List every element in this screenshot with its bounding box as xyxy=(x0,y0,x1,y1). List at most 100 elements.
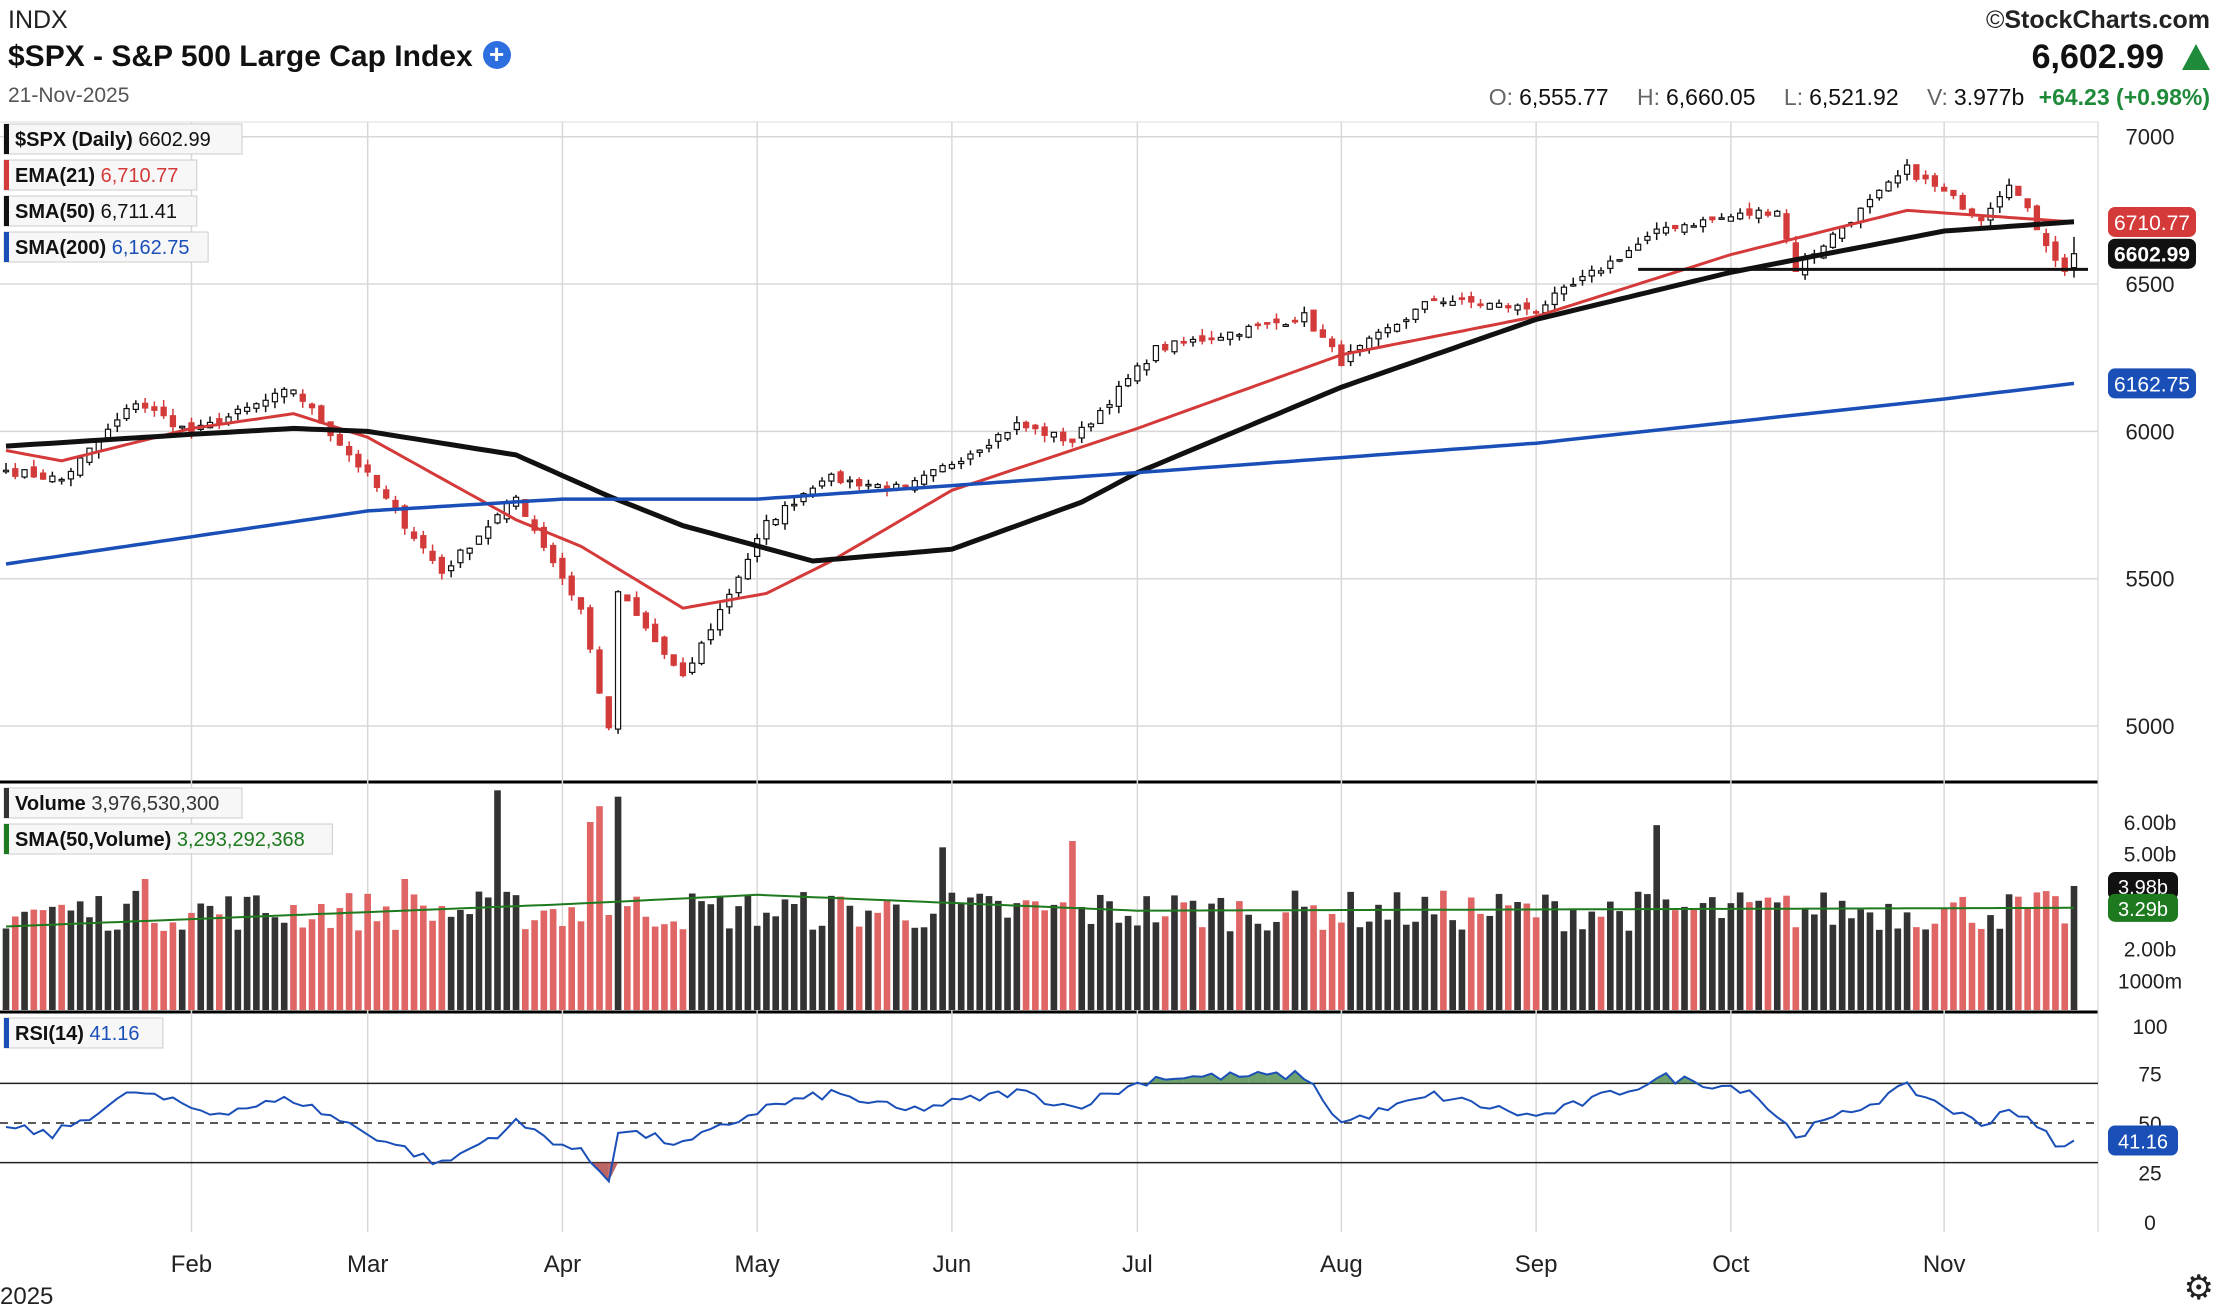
volume-bar[interactable] xyxy=(1022,900,1030,1010)
volume-bar[interactable] xyxy=(522,929,529,1010)
volume-bar[interactable] xyxy=(679,929,687,1010)
volume-bar[interactable] xyxy=(1569,909,1577,1010)
candle[interactable] xyxy=(243,406,251,412)
candle[interactable] xyxy=(1189,338,1197,343)
volume-bar[interactable] xyxy=(920,927,928,1010)
candle[interactable] xyxy=(911,479,918,491)
candle[interactable] xyxy=(1505,305,1512,309)
volume-bar[interactable] xyxy=(531,920,538,1010)
candle[interactable] xyxy=(1857,207,1864,223)
candle[interactable] xyxy=(494,514,501,524)
candle[interactable] xyxy=(1839,227,1846,239)
candle[interactable] xyxy=(2070,253,2078,269)
volume-bar[interactable] xyxy=(930,913,937,1010)
volume-bar[interactable] xyxy=(753,925,761,1010)
volume-bar[interactable] xyxy=(837,896,844,1010)
candle[interactable] xyxy=(457,549,464,564)
candle[interactable] xyxy=(169,415,177,428)
volume-bar[interactable] xyxy=(253,895,260,1010)
volume-bar[interactable] xyxy=(1625,930,1633,1010)
candle[interactable] xyxy=(160,406,167,417)
candle[interactable] xyxy=(818,480,826,487)
candle[interactable] xyxy=(930,469,937,477)
volume-bar[interactable] xyxy=(1263,930,1271,1010)
candle[interactable] xyxy=(1699,219,1707,228)
volume-bar[interactable] xyxy=(735,906,742,1010)
volume-bar[interactable] xyxy=(948,892,956,1010)
volume-bar[interactable] xyxy=(651,926,659,1010)
volume-bar[interactable] xyxy=(299,927,307,1010)
candle[interactable] xyxy=(651,623,659,643)
candle[interactable] xyxy=(1672,224,1679,230)
candle[interactable] xyxy=(689,662,696,674)
volume-bar[interactable] xyxy=(160,930,167,1010)
volume-bar[interactable] xyxy=(429,920,436,1010)
candle[interactable] xyxy=(383,489,390,499)
volume-bar[interactable] xyxy=(484,897,492,1010)
candle[interactable] xyxy=(1032,424,1039,430)
candle[interactable] xyxy=(1041,426,1048,436)
volume-bar[interactable] xyxy=(475,891,483,1010)
candle[interactable] xyxy=(1616,259,1623,262)
candle[interactable] xyxy=(1310,309,1317,332)
volume-bar[interactable] xyxy=(1226,931,1234,1010)
volume-bar[interactable] xyxy=(95,896,103,1010)
candle[interactable] xyxy=(1477,303,1484,307)
legend-item[interactable]: RSI(14) 41.16 xyxy=(3,1017,164,1049)
volume-bar[interactable] xyxy=(1987,915,1994,1010)
volume-bar[interactable] xyxy=(1551,901,1558,1010)
candle[interactable] xyxy=(902,484,909,488)
volume-bar[interactable] xyxy=(1393,892,1401,1010)
candle[interactable] xyxy=(735,576,742,594)
volume-bar[interactable] xyxy=(1875,929,1883,1010)
candle[interactable] xyxy=(2024,198,2031,209)
candle[interactable] xyxy=(114,419,121,427)
candle[interactable] xyxy=(2005,184,2013,199)
candle[interactable] xyxy=(271,392,279,403)
volume-bar[interactable] xyxy=(1319,929,1327,1010)
candle[interactable] xyxy=(948,463,956,469)
volume-bar[interactable] xyxy=(883,900,891,1010)
volume-bar[interactable] xyxy=(1004,917,1011,1010)
volume-bar[interactable] xyxy=(1421,896,1429,1010)
candle[interactable] xyxy=(1152,345,1160,362)
candle[interactable] xyxy=(1532,311,1540,314)
volume-bar[interactable] xyxy=(2005,894,2013,1010)
candle[interactable] xyxy=(410,531,418,539)
volume-bar[interactable] xyxy=(1801,909,1809,1010)
volume-bar[interactable] xyxy=(178,929,186,1010)
plus-circle-icon[interactable]: + xyxy=(482,41,511,69)
volume-bar[interactable] xyxy=(688,893,696,1010)
volume-bar[interactable] xyxy=(1727,903,1735,1010)
volume-bar[interactable] xyxy=(30,909,38,1010)
candle[interactable] xyxy=(772,518,779,526)
candle[interactable] xyxy=(1560,286,1568,295)
candle[interactable] xyxy=(1634,243,1642,251)
candle[interactable] xyxy=(1987,207,1994,221)
volume-bar[interactable] xyxy=(1736,892,1744,1010)
candle[interactable] xyxy=(1384,327,1391,334)
candle[interactable] xyxy=(1551,292,1558,306)
candle[interactable] xyxy=(624,594,631,602)
volume-bar[interactable] xyxy=(317,904,325,1010)
candle[interactable] xyxy=(781,504,789,525)
volume-bar[interactable] xyxy=(373,921,381,1010)
volume-bar[interactable] xyxy=(994,900,1002,1010)
candle[interactable] xyxy=(132,403,139,410)
volume-bar[interactable] xyxy=(1653,825,1661,1010)
volume-bar[interactable] xyxy=(1588,911,1596,1010)
volume-bar[interactable] xyxy=(800,892,807,1010)
volume-bar[interactable] xyxy=(1245,914,1252,1010)
volume-bar[interactable] xyxy=(1134,925,1141,1010)
candle[interactable] xyxy=(2043,233,2050,247)
volume-bar[interactable] xyxy=(2052,896,2059,1010)
volume-bar[interactable] xyxy=(1913,927,1920,1010)
candle[interactable] xyxy=(1468,296,1475,303)
volume-bar[interactable] xyxy=(1634,891,1642,1010)
candle[interactable] xyxy=(1282,324,1289,327)
candle[interactable] xyxy=(49,475,56,483)
volume-bar[interactable] xyxy=(1412,921,1419,1010)
candle[interactable] xyxy=(1403,319,1410,323)
volume-bar[interactable] xyxy=(364,893,371,1010)
candle[interactable] xyxy=(540,526,548,548)
